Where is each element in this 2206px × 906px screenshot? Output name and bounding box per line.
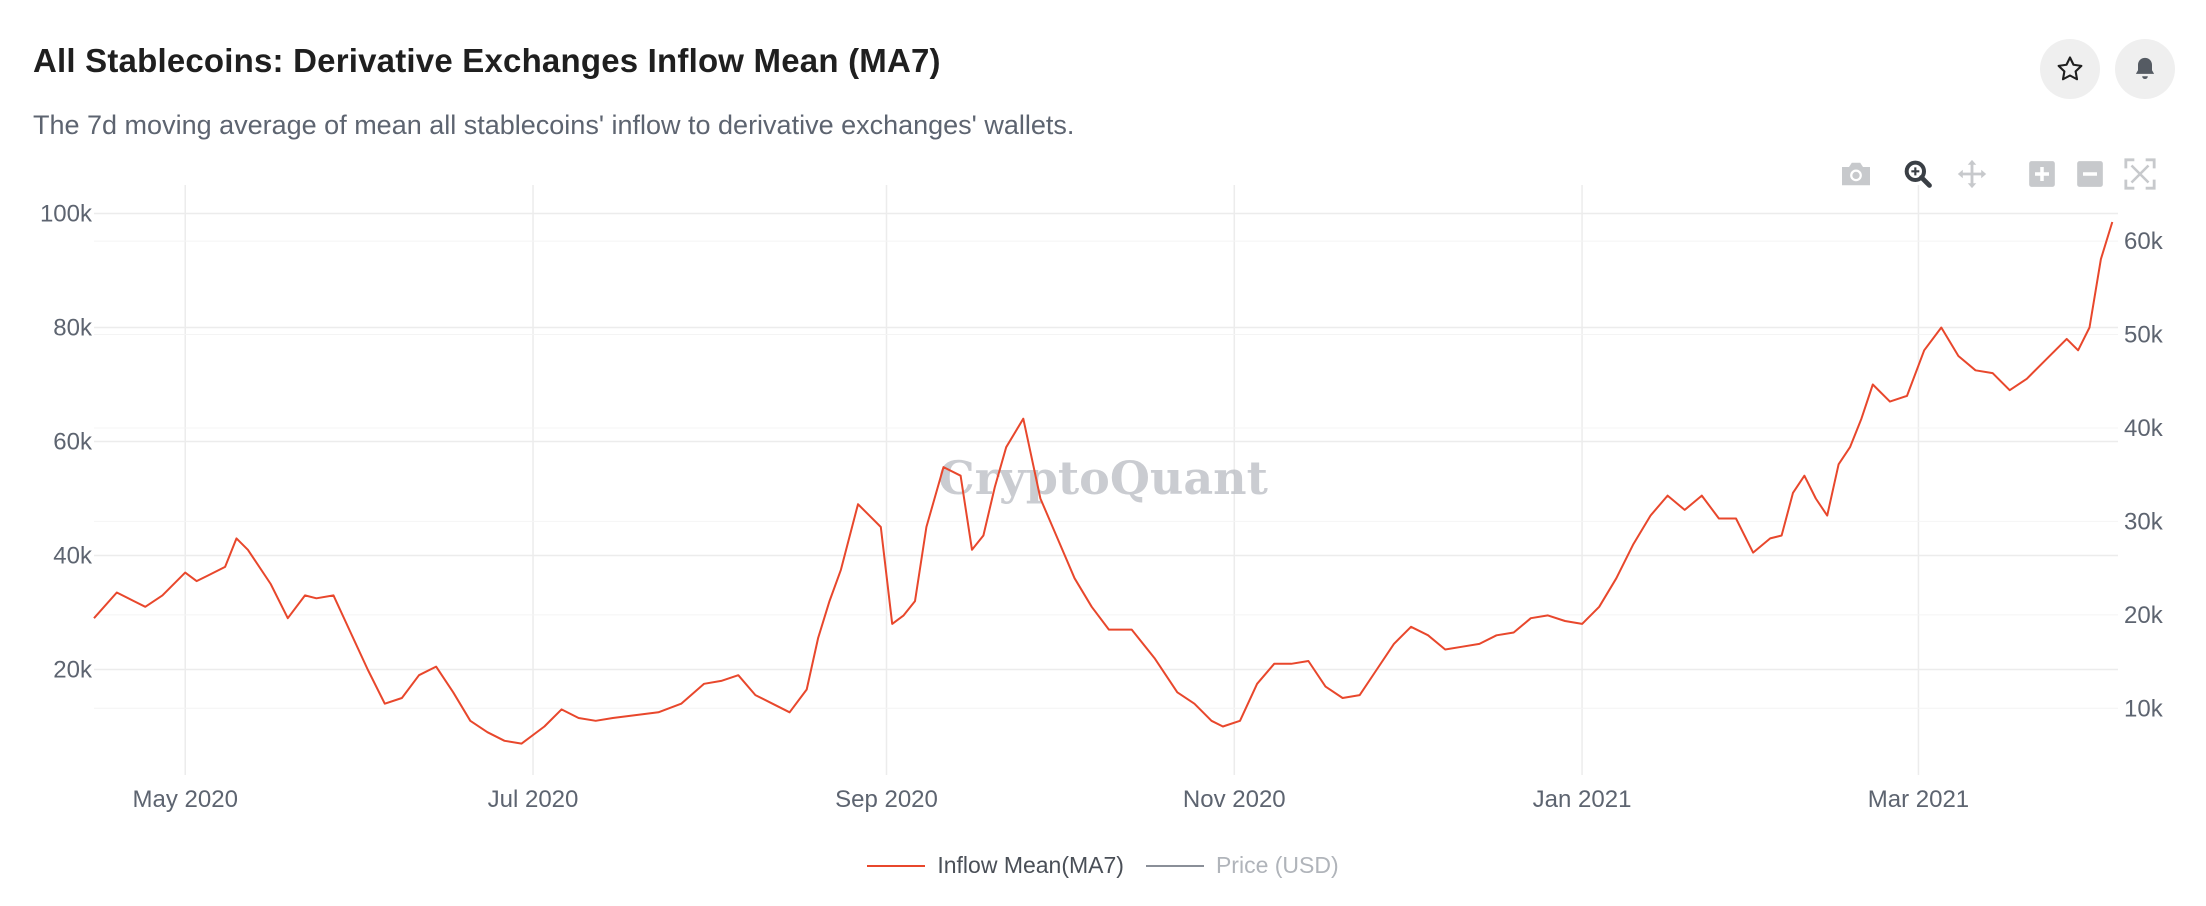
download-image-button[interactable] (1836, 154, 1876, 194)
y2-tick-label: 20k (2124, 602, 2164, 629)
favorite-button[interactable] (2040, 39, 2100, 99)
x-tick-label: Sep 2020 (835, 786, 938, 813)
pan-button[interactable] (1952, 154, 1992, 194)
camera-icon (1842, 162, 1870, 186)
zoom-in-icon (2029, 161, 2055, 187)
chart-subtitle: The 7d moving average of mean all stable… (33, 110, 1075, 140)
y2-tick-label: 60k (2124, 228, 2164, 255)
chart-legend: Inflow Mean(MA7) Price (USD) (0, 852, 2206, 879)
y-tick-label: 40k (53, 543, 93, 570)
chart-plot[interactable]: 20k 40k 60k 80k 100k 10k 20k 30k 40k 50k 60k May … (0, 0, 2206, 840)
zoom-out-button[interactable] (2070, 154, 2110, 194)
pan-icon (1957, 159, 1987, 189)
y2-tick-label: 40k (2124, 415, 2164, 442)
inflow-mean-line (93, 221, 2114, 745)
watermark: CryptoQuant (938, 451, 1268, 505)
x-tick-label: Jul 2020 (488, 786, 579, 813)
y-tick-label: 80k (53, 315, 93, 342)
zoom-icon (1904, 160, 1932, 188)
chart-title: All Stablecoins: Derivative Exchanges In… (33, 42, 941, 79)
x-tick-label: May 2020 (133, 786, 238, 813)
legend-item-price[interactable]: Price (USD) (1145, 852, 1339, 879)
bell-icon (2135, 57, 2155, 80)
zoom-in-button[interactable] (2022, 154, 2062, 194)
autoscale-icon (2124, 158, 2156, 190)
x-tick-label: Mar 2021 (1868, 786, 1969, 813)
alert-button[interactable] (2115, 39, 2175, 99)
legend-label-price: Price (USD) (1215, 852, 1339, 878)
chart-toolbar (1836, 154, 2181, 194)
star-icon (2057, 56, 2083, 81)
y2-tick-label: 10k (2124, 695, 2164, 722)
y-tick-label: 20k (53, 657, 93, 684)
zoom-button[interactable] (1898, 154, 1938, 194)
legend-label-inflow: Inflow Mean(MA7) (937, 852, 1124, 878)
legend-swatch-price (1145, 864, 1204, 867)
x-tick-label: Nov 2020 (1183, 786, 1286, 813)
legend-swatch-inflow (867, 864, 926, 867)
zoom-out-icon (2077, 161, 2103, 187)
x-tick-label: Jan 2021 (1533, 786, 1632, 813)
y2-tick-label: 30k (2124, 508, 2164, 535)
legend-item-inflow[interactable]: Inflow Mean(MA7) (867, 852, 1124, 879)
autoscale-button[interactable] (2120, 154, 2160, 194)
y-tick-label: 60k (53, 429, 93, 456)
y-tick-label: 100k (40, 201, 93, 228)
y2-tick-label: 50k (2124, 322, 2164, 349)
